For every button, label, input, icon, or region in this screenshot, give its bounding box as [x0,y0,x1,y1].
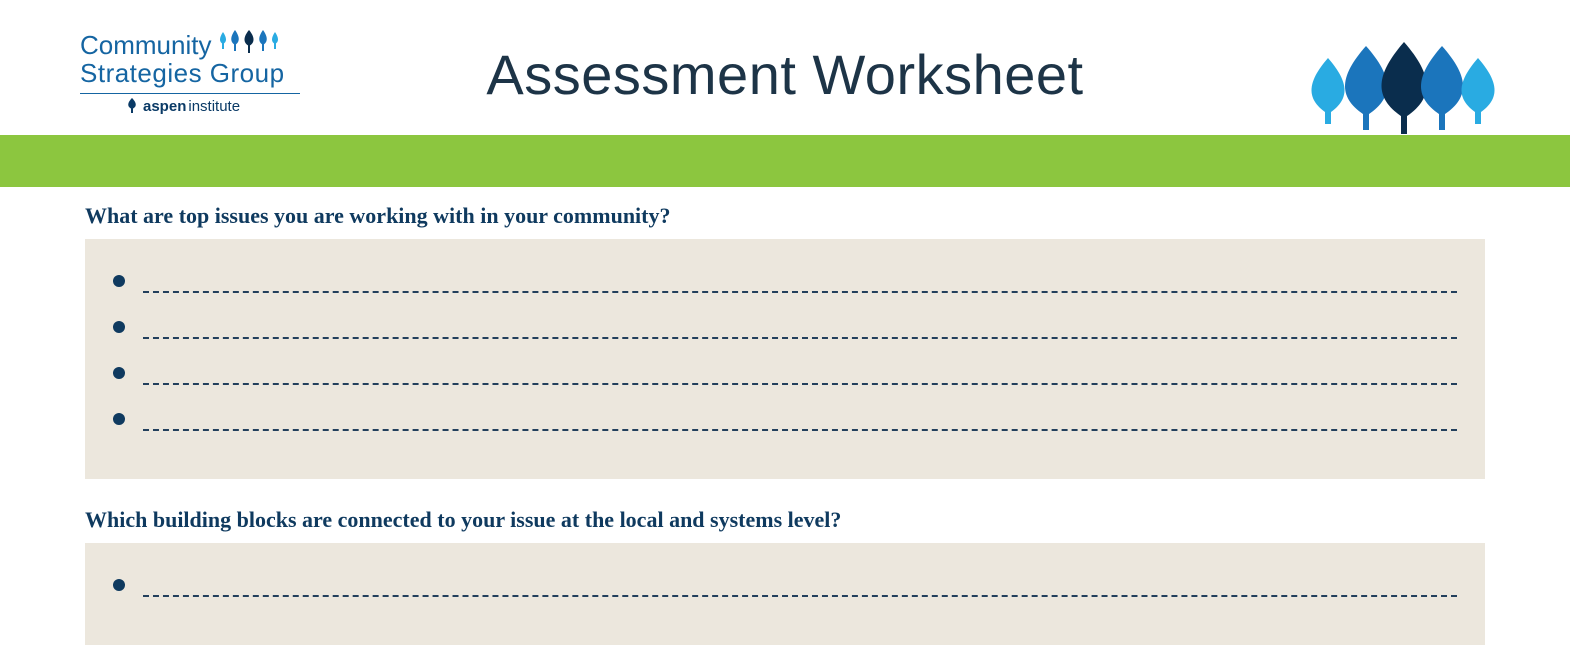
bullet-dot-icon [113,275,125,287]
bullet-row [113,353,1457,389]
bullet-row [113,565,1457,601]
logo-block: Community [80,30,300,115]
write-in-line[interactable] [143,429,1457,431]
logo-sub-text: aspeninstitute [143,98,240,115]
bullet-dot-icon [113,579,125,591]
trees-large-icon [1300,40,1500,140]
logo-trees-small-icon [217,30,281,54]
bullet-row [113,307,1457,343]
leaf-icon [125,98,139,114]
write-in-line[interactable] [143,383,1457,385]
answer-box [85,239,1485,479]
logo-top-row: Community [80,30,281,59]
bullet-row [113,399,1457,435]
content-area: What are top issues you are working with… [0,203,1570,645]
logo-sub-strong: aspen [143,98,186,115]
bullet-row [113,261,1457,297]
write-in-line[interactable] [143,337,1457,339]
green-divider-bar [0,135,1570,187]
header: Community [0,0,1570,135]
write-in-line[interactable] [143,291,1457,293]
bullet-dot-icon [113,367,125,379]
logo-line1: Community [80,32,211,59]
answer-box [85,543,1485,645]
page-title: Assessment Worksheet [486,42,1083,107]
logo-sub-light: institute [188,98,240,115]
bullet-dot-icon [113,321,125,333]
question-heading: Which building blocks are connected to y… [85,507,1485,533]
logo-divider [80,93,300,94]
bullet-dot-icon [113,413,125,425]
question-heading: What are top issues you are working with… [85,203,1485,229]
write-in-line[interactable] [143,595,1457,597]
logo-subbrand: aspeninstitute [125,98,240,115]
logo-line2: Strategies Group [80,60,285,87]
